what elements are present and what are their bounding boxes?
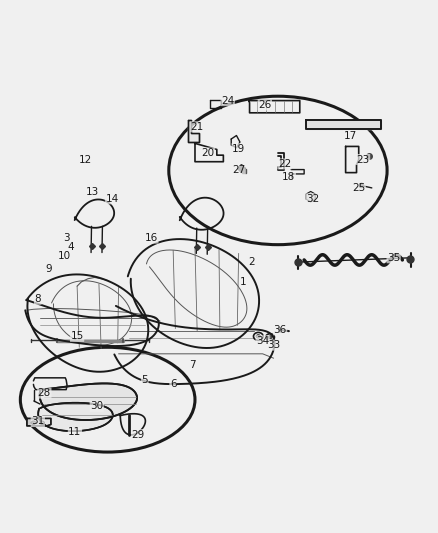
Text: 4: 4 bbox=[67, 242, 74, 252]
Text: 21: 21 bbox=[191, 122, 204, 132]
Text: 29: 29 bbox=[131, 430, 145, 440]
Text: 11: 11 bbox=[68, 427, 81, 438]
Text: 24: 24 bbox=[221, 95, 234, 106]
Text: 22: 22 bbox=[278, 159, 291, 169]
Text: 33: 33 bbox=[267, 340, 280, 350]
Text: 18: 18 bbox=[282, 172, 296, 182]
Text: 26: 26 bbox=[258, 100, 272, 110]
Polygon shape bbox=[38, 403, 113, 431]
Text: 28: 28 bbox=[38, 388, 51, 398]
Text: 5: 5 bbox=[141, 375, 148, 385]
Text: 25: 25 bbox=[352, 183, 365, 193]
Text: 20: 20 bbox=[201, 148, 215, 158]
Text: 30: 30 bbox=[90, 401, 103, 411]
Polygon shape bbox=[306, 120, 381, 129]
Text: 36: 36 bbox=[273, 325, 287, 335]
Text: 35: 35 bbox=[387, 253, 400, 263]
Text: 27: 27 bbox=[232, 165, 245, 175]
Text: 2: 2 bbox=[248, 257, 255, 267]
Text: 32: 32 bbox=[306, 194, 319, 204]
Text: 14: 14 bbox=[106, 194, 119, 204]
Text: 16: 16 bbox=[145, 233, 158, 243]
Polygon shape bbox=[40, 383, 137, 420]
Text: 3: 3 bbox=[63, 233, 70, 243]
Text: 10: 10 bbox=[57, 251, 71, 261]
Text: 23: 23 bbox=[357, 155, 370, 165]
Text: 34: 34 bbox=[256, 336, 269, 346]
Text: 31: 31 bbox=[31, 416, 44, 426]
Polygon shape bbox=[27, 418, 51, 426]
Ellipse shape bbox=[31, 421, 35, 425]
Text: 9: 9 bbox=[46, 264, 52, 273]
Text: 17: 17 bbox=[343, 131, 357, 141]
Text: 19: 19 bbox=[232, 143, 245, 154]
Text: 13: 13 bbox=[86, 187, 99, 197]
Text: 12: 12 bbox=[79, 155, 92, 165]
Text: 6: 6 bbox=[170, 379, 177, 390]
Text: 15: 15 bbox=[71, 332, 84, 341]
Ellipse shape bbox=[268, 336, 272, 339]
Ellipse shape bbox=[40, 421, 44, 425]
Text: 7: 7 bbox=[190, 360, 196, 370]
Text: 8: 8 bbox=[35, 294, 41, 304]
Text: 1: 1 bbox=[240, 277, 246, 287]
Polygon shape bbox=[188, 120, 199, 142]
Ellipse shape bbox=[256, 335, 261, 338]
